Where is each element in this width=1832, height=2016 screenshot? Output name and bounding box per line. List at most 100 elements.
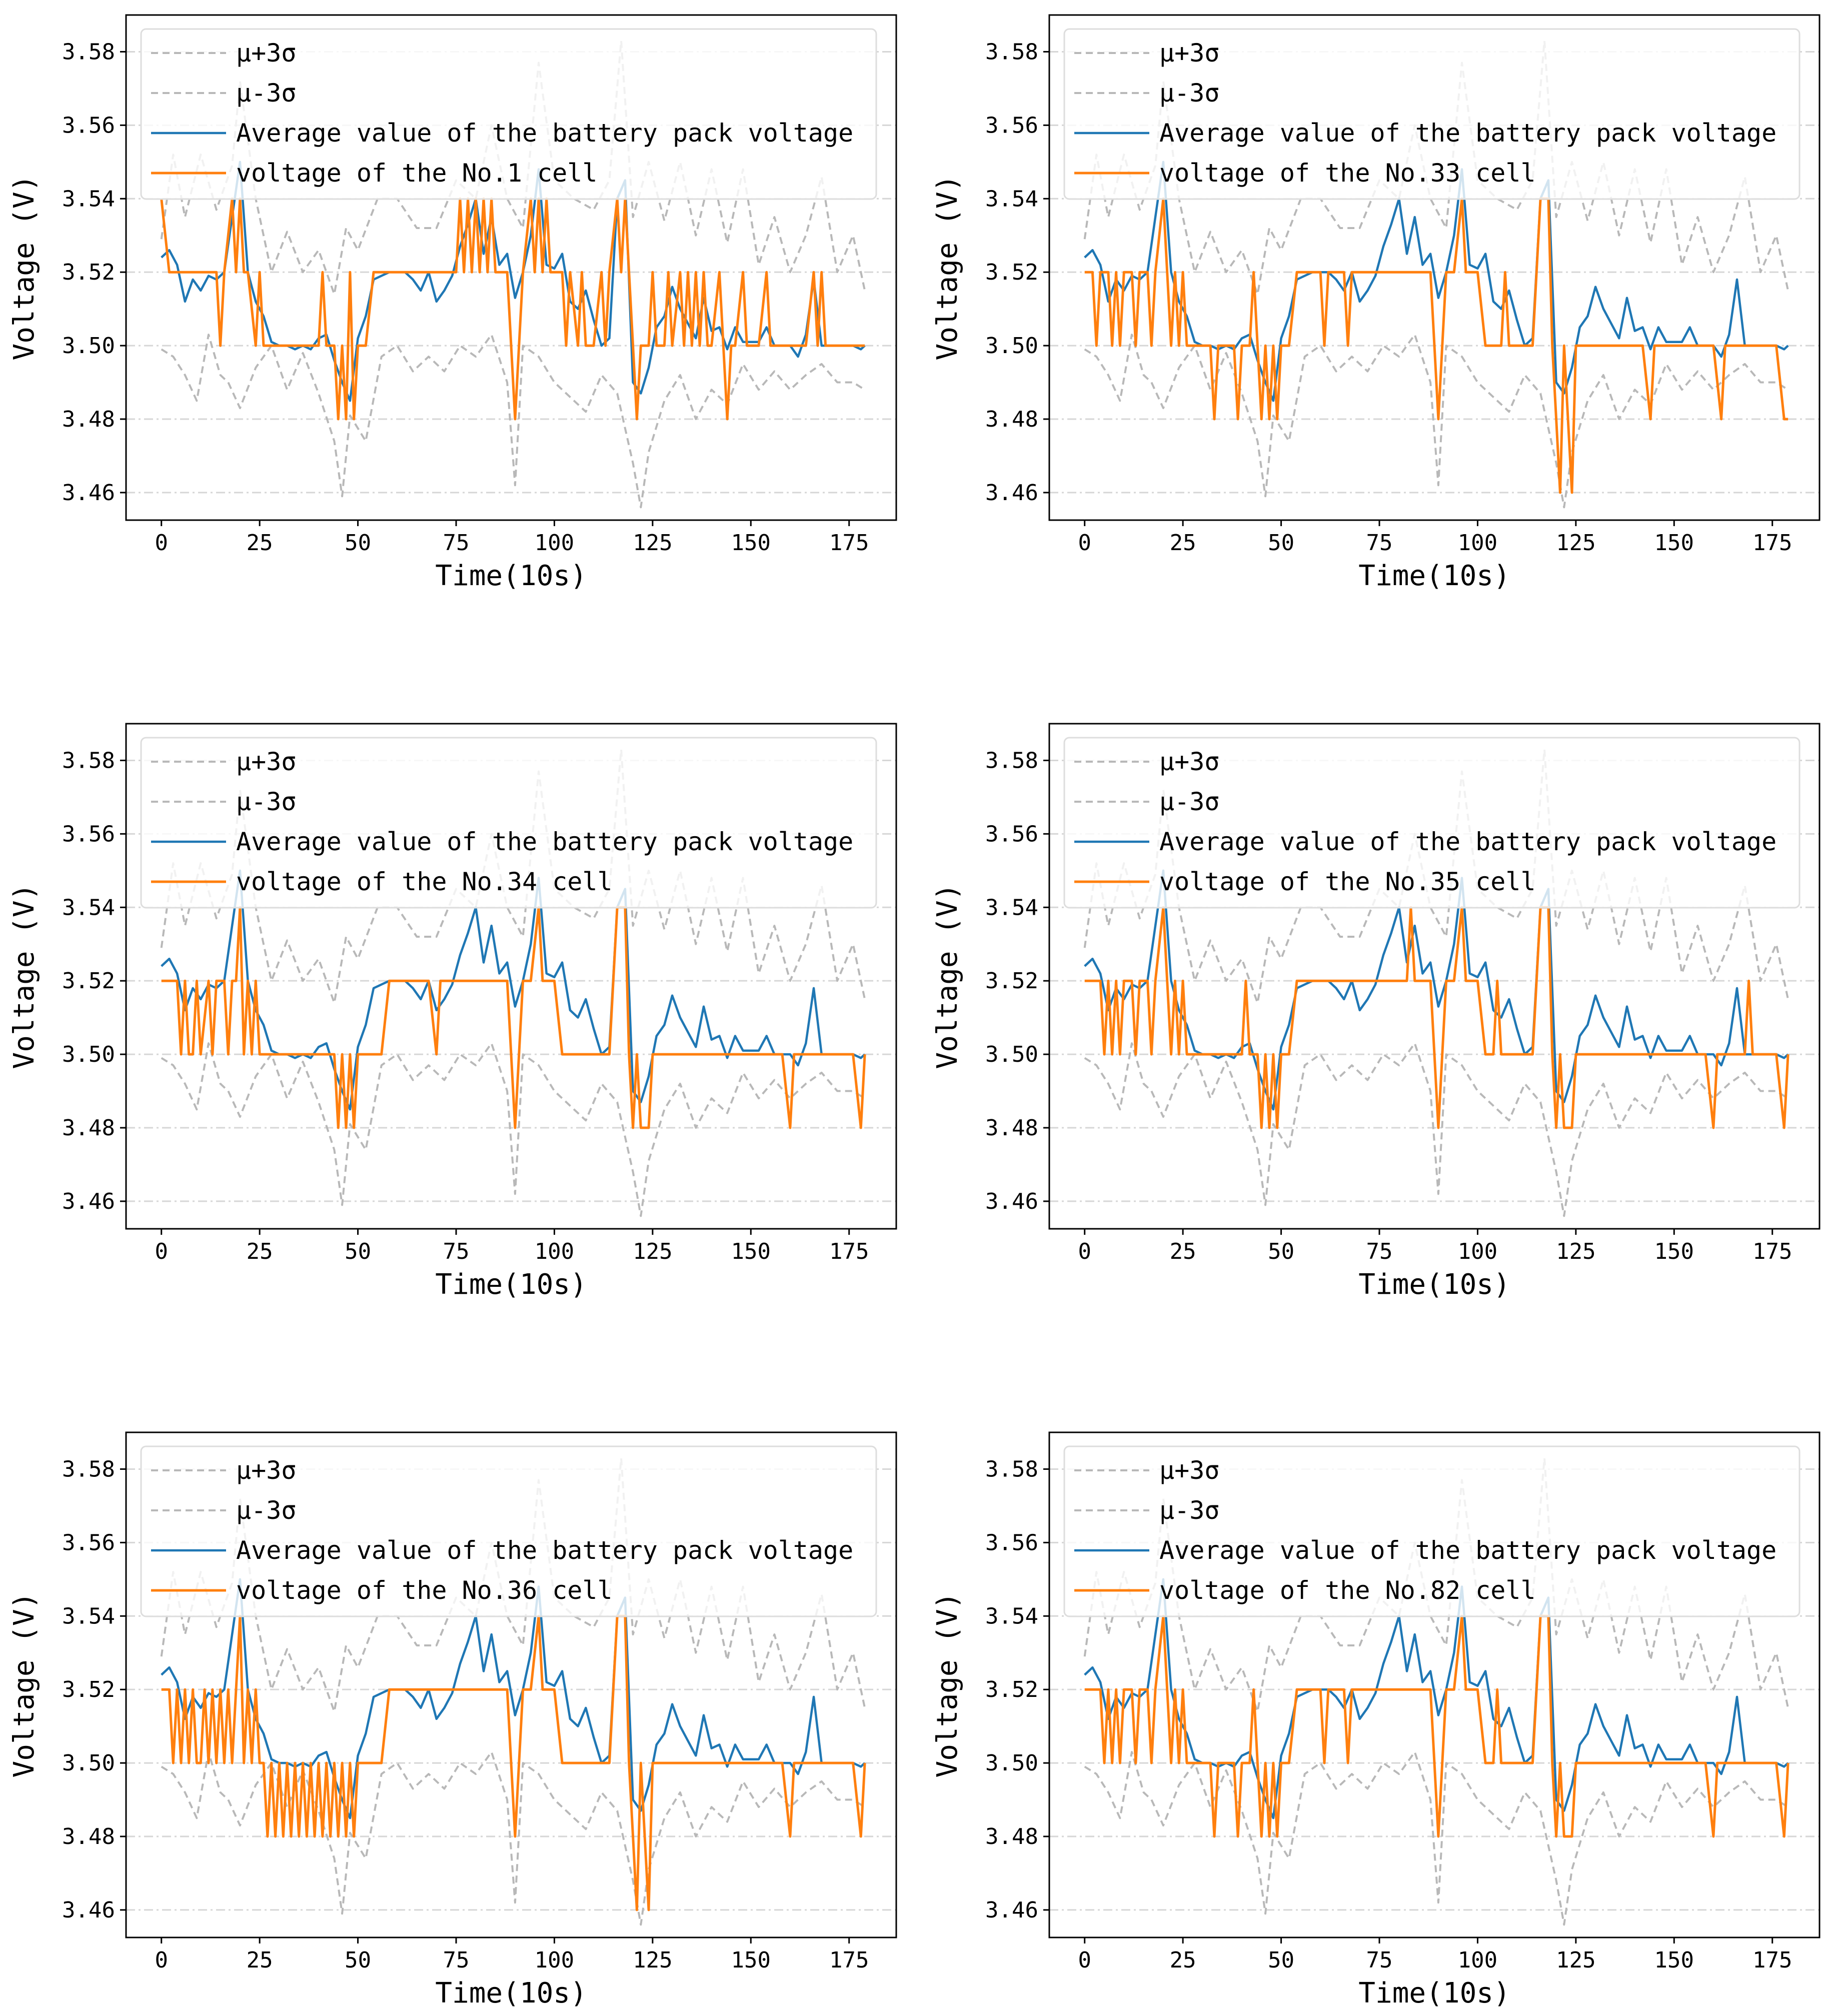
axes-frame	[1048, 723, 1820, 1230]
y-axis-label: Voltage (V)	[8, 175, 41, 361]
y-axis-label: Voltage (V)	[931, 1592, 964, 1778]
x-tick-label: 50	[345, 530, 371, 556]
legend-entry-label: Average value of the battery pack voltag…	[236, 1536, 853, 1565]
chart-panel-top-left: 3.46 3.48 3.50 3.52 3.54 3.56 3.58 0 25 50 75 100 12…	[8, 14, 897, 592]
series-line-1	[1084, 334, 1789, 509]
x-tick-label: 125	[633, 530, 672, 556]
y-tick-label: 3.56	[62, 1530, 115, 1555]
x-tick-label: 100	[535, 1239, 574, 1264]
x-axis-label: Time(10s)	[1358, 560, 1510, 592]
legend-entry-label: voltage of the No.35 cell	[1159, 867, 1536, 896]
chart-panel-top-right: 3.46 3.48 3.50 3.52 3.54 3.56 3.58 0 25 50 75 100 12…	[931, 14, 1820, 592]
chart-panel-middle-left: 3.46 3.48 3.50 3.52 3.54 3.56 3.58 0 25 50 75 100 12…	[8, 723, 897, 1301]
y-tick-label: 3.46	[62, 480, 115, 506]
x-tick-label: 75	[1366, 530, 1393, 556]
x-tick-label: 175	[829, 1947, 869, 1973]
x-tick-label: 100	[535, 1947, 574, 1973]
series-line-0	[160, 40, 866, 296]
y-tick-label: 3.52	[985, 968, 1038, 994]
series-line-3	[161, 906, 866, 1129]
y-tick-label: 3.46	[62, 1897, 115, 1923]
y-tick-label: 3.48	[985, 407, 1038, 432]
x-tick-label: 25	[1170, 1239, 1196, 1264]
legend: μ+3σ μ-3σ Average value of the battery pac…	[140, 1445, 877, 1617]
y-tick-label: 3.58	[985, 39, 1038, 65]
legend-entry-label: voltage of the No.33 cell	[1159, 159, 1536, 188]
legend: μ+3σ μ-3σ Average value of the battery pac…	[1063, 1445, 1800, 1617]
x-axis-label: Time(10s)	[435, 1268, 587, 1301]
y-tick-label: 3.56	[985, 1530, 1038, 1555]
y-tick-label: 3.52	[985, 260, 1038, 285]
legend-entry-label: μ-3σ	[1159, 79, 1219, 108]
y-tick-label: 3.46	[985, 480, 1038, 506]
y-axis-label: Voltage (V)	[8, 1592, 41, 1778]
y-tick-label: 3.50	[62, 333, 115, 359]
x-tick-label: 75	[1366, 1947, 1393, 1973]
legend-entry-label: μ-3σ	[1159, 1496, 1219, 1525]
legend-entry-label: Average value of the battery pack voltag…	[236, 119, 853, 148]
y-axis-label: Voltage (V)	[931, 175, 964, 361]
y-tick-label: 3.58	[985, 1456, 1038, 1482]
y-axis-label: Voltage (V)	[8, 884, 41, 1069]
x-tick-label: 150	[1654, 530, 1694, 556]
x-tick-label: 75	[443, 1947, 470, 1973]
series-line-1	[1084, 1042, 1789, 1217]
y-tick-label: 3.58	[62, 39, 115, 65]
x-tick-label: 100	[535, 530, 574, 556]
x-tick-label: 175	[829, 530, 869, 556]
legend-entry-label: μ+3σ	[236, 747, 296, 776]
y-tick-label: 3.52	[62, 260, 115, 285]
y-tick-label: 3.52	[62, 1677, 115, 1702]
x-tick-label: 175	[829, 1239, 869, 1264]
x-tick-label: 100	[1458, 1947, 1497, 1973]
x-axis-label: Time(10s)	[435, 560, 587, 592]
legend-entry-label: μ+3σ	[1159, 747, 1219, 776]
series-line-0	[1083, 748, 1789, 1004]
x-tick-label: 75	[443, 1239, 470, 1264]
x-tick-label: 0	[1078, 530, 1091, 556]
series-group	[1083, 748, 1789, 1217]
y-tick-label: 3.54	[62, 1603, 115, 1629]
legend: μ+3σ μ-3σ Average value of the battery pac…	[1063, 737, 1800, 909]
axes-frame	[125, 1431, 897, 1938]
legend-entry-label: μ+3σ	[1159, 1456, 1219, 1485]
series-line-1	[161, 334, 866, 509]
legend-entry-label: Average value of the battery pack voltag…	[236, 827, 853, 856]
y-tick-label: 3.52	[985, 1677, 1038, 1702]
legend-box	[1063, 28, 1800, 200]
legend: μ+3σ μ-3σ Average value of the battery pac…	[140, 28, 877, 200]
x-tick-label: 150	[731, 1947, 771, 1973]
y-tick-label: 3.48	[62, 407, 115, 432]
series-line-0	[1083, 40, 1789, 296]
y-tick-label: 3.46	[62, 1189, 115, 1214]
legend-entry-label: μ+3σ	[236, 39, 296, 68]
legend-entry-label: μ+3σ	[1159, 39, 1219, 68]
series-line-1	[161, 1751, 866, 1926]
x-tick-label: 25	[247, 530, 273, 556]
legend: μ+3σ μ-3σ Average value of the battery pac…	[140, 737, 877, 909]
x-tick-label: 0	[1078, 1239, 1091, 1264]
x-tick-label: 150	[1654, 1239, 1694, 1264]
legend: μ+3σ μ-3σ Average value of the battery pac…	[1063, 28, 1800, 200]
y-tick-label: 3.46	[985, 1897, 1038, 1923]
x-tick-label: 0	[1078, 1947, 1091, 1973]
y-tick-label: 3.50	[985, 1750, 1038, 1776]
legend-entry-label: μ-3σ	[236, 79, 296, 108]
chart-panel-bottom-right: 3.46 3.48 3.50 3.52 3.54 3.56 3.58 0 25 50 75 100 12…	[931, 1431, 1820, 2009]
series-group	[1083, 1457, 1789, 1926]
series-line-0	[1083, 1457, 1789, 1713]
series-line-0	[160, 1457, 866, 1713]
y-tick-label: 3.52	[62, 968, 115, 994]
x-tick-label: 0	[155, 1947, 168, 1973]
legend-box	[140, 737, 877, 909]
x-tick-label: 150	[731, 530, 771, 556]
x-tick-label: 125	[633, 1947, 672, 1973]
legend-entry-label: μ-3σ	[236, 1496, 296, 1525]
legend-box	[140, 1445, 877, 1617]
series-line-3	[1084, 197, 1788, 494]
y-tick-label: 3.56	[62, 113, 115, 138]
legend-entry-label: μ-3σ	[236, 787, 296, 816]
legend-entry-label: μ+3σ	[236, 1456, 296, 1485]
y-tick-label: 3.48	[62, 1115, 115, 1141]
series-line-3	[1084, 1614, 1789, 1838]
